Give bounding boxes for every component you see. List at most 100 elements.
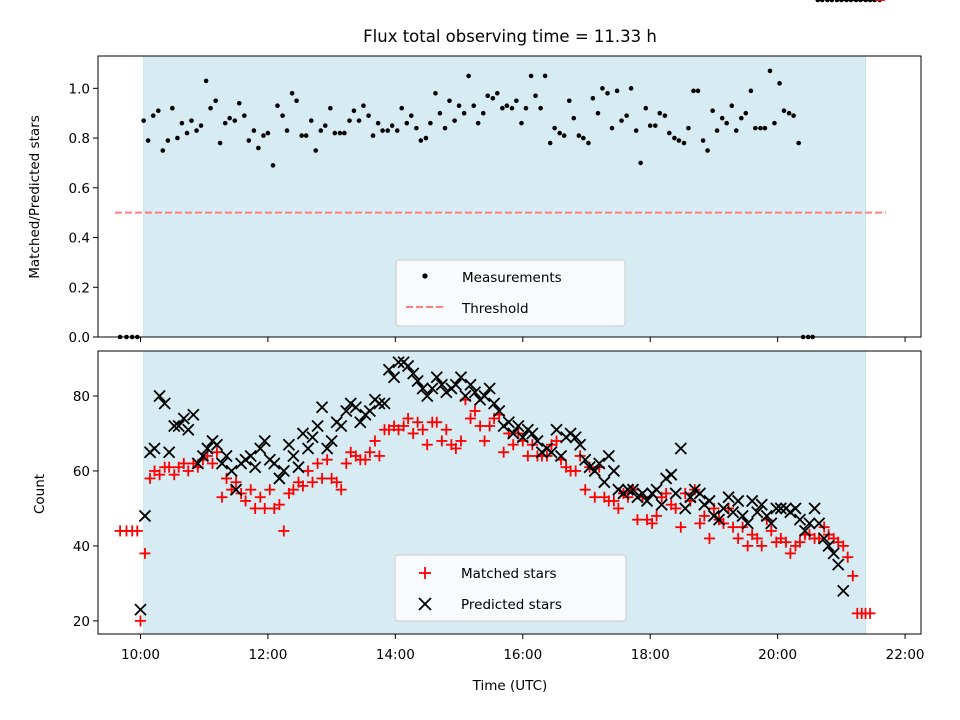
x-stroke-b	[827, 547, 840, 560]
measurement-point	[500, 105, 505, 111]
measurement-point	[184, 130, 190, 136]
measurement-point	[609, 125, 615, 131]
measurement-point	[595, 110, 601, 116]
top-panel: 0.0 0.2 0.4 0.6 0.8 1.0 Flux total observing …	[27, 0, 922, 346]
measurement-point	[719, 115, 725, 121]
measurement-point	[825, 0, 830, 3]
measurement-point	[777, 81, 782, 86]
predicted-star-marker	[755, 498, 768, 511]
measurement-point	[566, 98, 572, 104]
matched-star-marker	[163, 461, 175, 473]
predicted-star-marker	[507, 427, 520, 440]
x-stroke-b	[182, 423, 195, 436]
predicted-star-marker	[636, 487, 649, 500]
x-stroke-b	[693, 487, 707, 500]
measurement-point	[509, 105, 515, 111]
predicted-star-marker	[321, 442, 334, 455]
predicted-star-marker	[531, 434, 544, 448]
measurement-point	[653, 123, 658, 128]
predicted-star-marker	[378, 397, 391, 410]
x-stroke-b	[163, 446, 176, 459]
measurement-point	[705, 148, 710, 153]
matched-star-marker	[398, 420, 410, 432]
y-tick-label: 0.8	[69, 131, 90, 147]
x-stroke-b	[210, 438, 224, 451]
predicted-star-marker	[712, 513, 726, 526]
predicted-star-marker	[426, 382, 439, 395]
measurement-point	[437, 110, 443, 116]
measurement-point	[557, 130, 563, 136]
matched-star-marker	[307, 476, 319, 488]
matched-star-marker	[287, 484, 299, 496]
matched-star-marker	[751, 532, 763, 544]
measurement-point	[552, 125, 557, 131]
x-axis-label: Time (UTC)	[472, 678, 548, 694]
x-stroke-b	[818, 532, 831, 545]
legend-predicted-label: Predicted stars	[461, 597, 562, 613]
x-stroke-b	[798, 524, 812, 538]
predicted-star-marker	[468, 386, 482, 399]
matched-star-marker	[847, 570, 859, 582]
predicted-star-marker	[172, 419, 185, 433]
x-stroke-b	[196, 449, 210, 463]
predicted-star-marker	[258, 434, 271, 448]
measurement-point	[303, 133, 309, 138]
predicted-star-marker	[354, 416, 367, 429]
predicted-star-marker	[674, 442, 687, 455]
predicted-star-marker	[598, 476, 611, 489]
predicted-star-marker	[593, 457, 606, 470]
x-stroke-b	[201, 442, 214, 455]
predicted-star-marker	[134, 603, 147, 616]
predicted-star-marker	[277, 464, 290, 478]
x-tick-label: 20:00	[758, 647, 797, 663]
predicted-star-marker	[177, 412, 190, 425]
measurement-point	[633, 128, 639, 133]
measurement-point	[547, 140, 553, 146]
measurement-point	[389, 123, 395, 128]
measurement-point	[246, 138, 252, 143]
predicted-star-marker	[493, 404, 506, 418]
measurement-point	[242, 113, 247, 118]
matched-star-marker	[732, 532, 744, 544]
matched-star-marker	[570, 465, 582, 477]
matched-star-marker	[646, 517, 658, 529]
x-stroke-b	[335, 419, 348, 433]
predicted-star-marker	[449, 378, 463, 391]
predicted-star-marker	[607, 464, 621, 478]
predicted-star-marker	[459, 389, 472, 403]
matched-star-marker	[551, 435, 563, 447]
matched-star-marker	[465, 412, 477, 424]
predicted-star-marker	[411, 374, 424, 388]
predicted-star-marker	[679, 502, 692, 515]
predicted-star-marker	[583, 461, 596, 474]
matched-star-marker	[579, 484, 591, 496]
measurement-point	[739, 115, 744, 121]
predicted-star-marker	[487, 397, 501, 410]
x-stroke-b	[478, 389, 491, 403]
x-stroke-b	[483, 382, 496, 395]
measurement-point	[251, 128, 257, 133]
predicted-star-marker	[770, 502, 783, 515]
x-stroke-b	[707, 509, 721, 523]
predicted-star-marker	[746, 494, 759, 508]
predicted-star-marker	[516, 431, 529, 444]
predicted-star-marker	[554, 449, 568, 463]
x-stroke-b	[426, 382, 439, 395]
x-stroke-b	[229, 483, 243, 496]
predicted-star-marker	[602, 449, 615, 463]
x-stroke-b	[598, 476, 611, 489]
x-stroke-b	[832, 558, 845, 571]
y-tick-label: 0.4	[69, 231, 90, 247]
x-stroke-b	[746, 494, 759, 508]
measurement-point	[605, 91, 610, 96]
matched-star-marker	[837, 540, 849, 552]
measurement-point	[772, 120, 777, 126]
predicted-star-marker	[497, 419, 510, 433]
matched-star-marker	[264, 484, 276, 496]
matched-star-marker	[526, 439, 538, 451]
measurement-point	[519, 120, 524, 126]
matched-star-marker	[412, 416, 424, 428]
x-stroke-b	[296, 427, 310, 440]
x-stroke-b	[411, 374, 424, 388]
matched-star-marker	[254, 491, 266, 503]
